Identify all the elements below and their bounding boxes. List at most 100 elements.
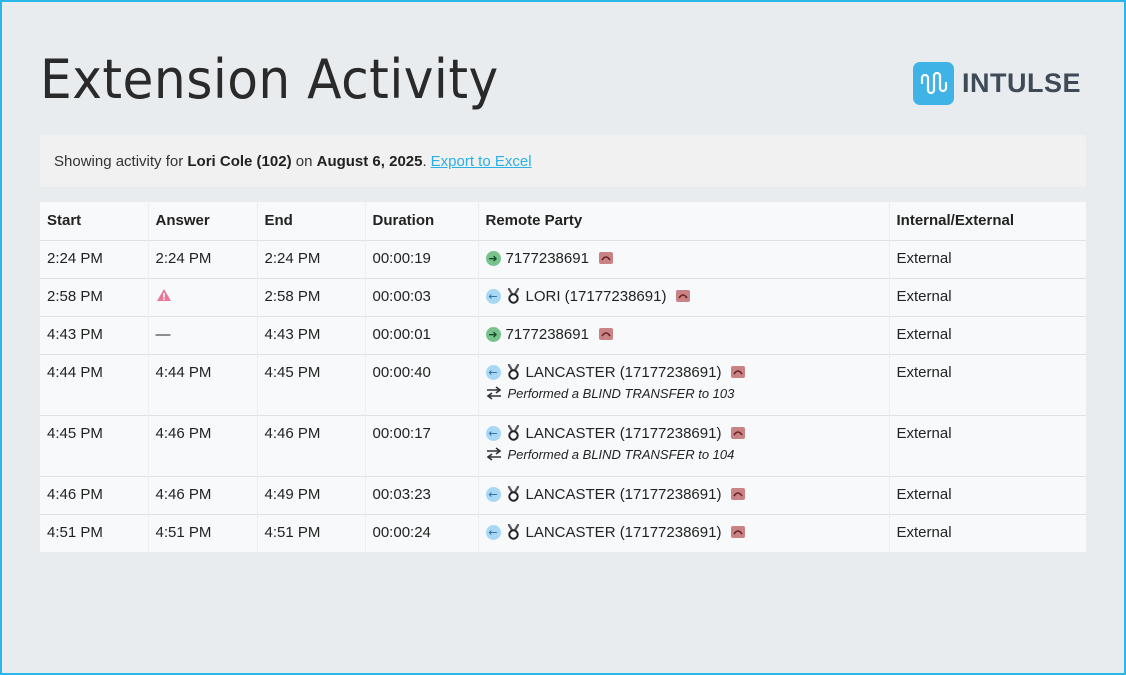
cell-start: 4:43 PM	[40, 315, 148, 354]
header-remote-party[interactable]: Remote Party	[477, 202, 889, 240]
cell-duration: 00:00:17	[364, 414, 478, 476]
outbound-arrow-icon: ➜	[485, 326, 501, 342]
remote-party-label[interactable]: 7177238691	[505, 249, 589, 267]
inbound-arrow-icon: ←	[485, 486, 501, 502]
table-row: 4:45 PM 4:46 PM 4:46 PM 00:00:17 ← LANCASTER …	[40, 414, 1086, 476]
cell-duration: 00:00:24	[364, 513, 478, 552]
table-row: 4:51 PM 4:51 PM 4:51 PM 00:00:24 ← LANCASTER …	[40, 513, 1086, 552]
activity-summary: Showing activity for Lori Cole (102) on …	[40, 135, 1086, 187]
logo-waveform-icon	[913, 61, 954, 105]
cell-duration: 00:00:03	[364, 277, 478, 316]
table-header-row: Start Answer End Duration Remote Party I…	[40, 202, 1086, 240]
remote-party-label[interactable]: LORI (17177238691)	[525, 287, 667, 305]
hangup-icon	[731, 427, 746, 439]
cell-answer: —	[147, 315, 257, 354]
remote-party: ← LORI (17177238691)	[485, 287, 882, 305]
cell-start: 2:58 PM	[40, 277, 148, 316]
activity-table: Start Answer End Duration Remote Party I…	[40, 202, 1086, 552]
table-row: 4:46 PM 4:46 PM 4:49 PM 00:03:23 ← LANCASTER …	[40, 475, 1086, 514]
cell-internal-external: External	[888, 315, 1086, 354]
summary-date: August 6, 2025	[316, 152, 423, 170]
cell-answer: 4:44 PM	[147, 353, 257, 415]
summary-suffix: .	[422, 152, 427, 170]
medal-icon	[507, 486, 519, 502]
inbound-arrow-icon: ←	[485, 425, 501, 441]
cell-remote-party: ← LORI (17177238691)	[477, 277, 889, 316]
cell-duration: 00:00:01	[364, 315, 478, 354]
answer-time: 4:46 PM	[155, 424, 212, 442]
transfer-icon	[486, 386, 501, 400]
cell-start: 4:51 PM	[40, 513, 148, 552]
remote-party: ← LANCASTER (17177238691)	[485, 363, 882, 381]
cell-duration: 00:03:23	[364, 475, 478, 514]
table-row: 2:58 PM 2:58 PM 00:00:03 ← LORI (17177238691…	[40, 277, 1086, 316]
cell-remote-party: ← LANCASTER (17177238691)	[477, 475, 889, 514]
cell-end: 4:45 PM	[256, 353, 365, 415]
cell-end: 2:58 PM	[256, 277, 365, 316]
transfer-note-text: Performed a BLIND TRANSFER to 103	[507, 385, 735, 401]
cell-internal-external: External	[888, 239, 1086, 278]
cell-internal-external: External	[888, 475, 1086, 514]
inbound-arrow-icon: ←	[485, 288, 501, 304]
answer-time: 2:24 PM	[155, 249, 212, 267]
header-answer[interactable]: Answer	[147, 202, 257, 240]
hangup-icon	[731, 526, 746, 538]
remote-party: ➜ 7177238691	[485, 325, 882, 343]
medal-icon	[507, 524, 519, 540]
cell-internal-external: External	[888, 353, 1086, 415]
remote-party-label[interactable]: 7177238691	[505, 325, 589, 343]
cell-remote-party: ← LANCASTER (17177238691) Performed a BLIN…	[477, 414, 889, 476]
remote-party-label[interactable]: LANCASTER (17177238691)	[525, 485, 722, 503]
hangup-icon	[731, 366, 746, 378]
cell-remote-party: ← LANCASTER (17177238691) Performed a BLIN…	[477, 353, 889, 415]
cell-duration: 00:00:19	[364, 239, 478, 278]
cell-end: 4:49 PM	[256, 475, 365, 514]
cell-end: 2:24 PM	[256, 239, 365, 278]
remote-party: ➜ 7177238691	[485, 249, 882, 267]
remote-party: ← LANCASTER (17177238691)	[485, 424, 882, 442]
summary-prefix: Showing activity for	[54, 152, 188, 170]
cell-answer: 2:24 PM	[147, 239, 257, 278]
hangup-icon	[598, 328, 613, 340]
remote-party: ← LANCASTER (17177238691)	[485, 485, 882, 503]
cell-internal-external: External	[888, 414, 1086, 476]
header-duration[interactable]: Duration	[364, 202, 478, 240]
answer-time: —	[155, 325, 171, 343]
page-title: Extension Activity	[40, 48, 499, 111]
summary-user: Lori Cole (102)	[187, 152, 292, 170]
cell-start: 4:45 PM	[40, 414, 148, 476]
logo-text: INTULSE	[962, 67, 1082, 98]
medal-icon	[507, 425, 519, 441]
inbound-arrow-icon: ←	[485, 364, 501, 380]
answer-time: 4:44 PM	[155, 363, 212, 381]
cell-end: 4:51 PM	[256, 513, 365, 552]
remote-party-label[interactable]: LANCASTER (17177238691)	[525, 424, 722, 442]
answer-time: 4:51 PM	[155, 523, 212, 541]
header-start[interactable]: Start	[40, 202, 148, 240]
cell-answer: 4:46 PM	[147, 475, 257, 514]
medal-icon	[507, 288, 519, 304]
outbound-arrow-icon: ➜	[485, 250, 501, 266]
remote-party-label[interactable]: LANCASTER (17177238691)	[525, 363, 722, 381]
cell-start: 2:24 PM	[40, 239, 148, 278]
cell-internal-external: External	[888, 513, 1086, 552]
cell-answer: 4:46 PM	[147, 414, 257, 476]
header-end[interactable]: End	[256, 202, 365, 240]
export-to-excel-link[interactable]: Export to Excel	[430, 152, 532, 170]
header-internal-external[interactable]: Internal/External	[888, 202, 1086, 240]
hangup-icon	[676, 290, 691, 302]
transfer-note: Performed a BLIND TRANSFER to 104	[486, 447, 882, 462]
intulse-logo: INTULSE	[913, 61, 1081, 105]
table-row: 2:24 PM 2:24 PM 2:24 PM 00:00:19 ➜ 7177238691…	[40, 239, 1086, 278]
cell-remote-party: ➜ 7177238691	[477, 315, 889, 354]
summary-middle: on	[291, 152, 317, 170]
inbound-arrow-icon: ←	[485, 524, 501, 540]
cell-end: 4:46 PM	[256, 414, 365, 476]
table-row: 4:44 PM 4:44 PM 4:45 PM 00:00:40 ← LANCASTER …	[40, 353, 1086, 415]
transfer-note: Performed a BLIND TRANSFER to 103	[486, 386, 882, 401]
cell-remote-party: ➜ 7177238691	[477, 239, 889, 278]
cell-remote-party: ← LANCASTER (17177238691)	[477, 513, 889, 552]
remote-party-label[interactable]: LANCASTER (17177238691)	[525, 523, 722, 541]
answer-time: 4:46 PM	[155, 485, 212, 503]
warning-icon	[156, 288, 171, 301]
